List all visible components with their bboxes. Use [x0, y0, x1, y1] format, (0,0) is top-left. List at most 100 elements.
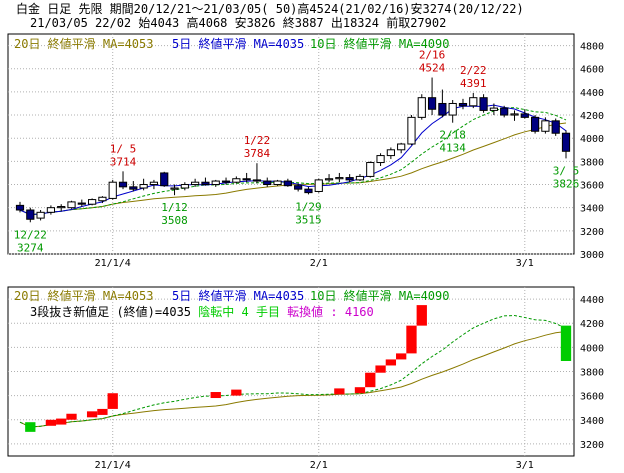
line-break-brick	[97, 408, 108, 415]
annotation-value: 3515	[295, 213, 322, 226]
candle-body	[458, 102, 468, 107]
annotation-date: 3/ 5	[553, 164, 580, 177]
line-break-brick	[66, 413, 77, 420]
candle-body	[520, 113, 529, 118]
upper-ytick-label: 4000	[580, 134, 604, 145]
candle-body	[263, 180, 272, 186]
line-break-brick	[107, 393, 118, 409]
annotation-value: 3784	[244, 147, 271, 160]
candle-body	[479, 97, 488, 111]
candle-body	[541, 120, 550, 132]
candle-body	[191, 181, 200, 186]
candle-body	[149, 181, 159, 186]
candle-body	[98, 196, 107, 202]
candle-body	[510, 113, 519, 116]
lower-xtick-label: 3/1	[516, 460, 534, 471]
lower-ytick-label: 4000	[580, 343, 604, 354]
candle-body	[139, 184, 148, 189]
upper-ytick-label: 3200	[580, 227, 604, 238]
annotation-date: 12/22	[14, 228, 47, 241]
candle-body	[180, 184, 189, 189]
chart-header-line1: 白金 日足 先限 期間20/12/21～21/03/05( 50)高4524(2…	[16, 1, 524, 16]
candle-body	[335, 177, 344, 180]
candle-body	[397, 143, 406, 151]
candle-body	[273, 180, 282, 186]
candle-body	[57, 206, 66, 209]
lower-ytick-label: 3200	[580, 440, 604, 451]
annotation-value: 4391	[460, 77, 487, 90]
annotation-date: 1/12	[161, 201, 188, 214]
lower-ytick-label: 4200	[580, 319, 604, 330]
lower-legend-entry: 5日 終値平滑 MA=4035	[172, 288, 304, 303]
line-break-brick	[334, 388, 345, 395]
line-break-brick	[406, 325, 417, 354]
annotation-date: 1/ 5	[110, 142, 137, 155]
annotation-date: 2/16	[419, 49, 446, 62]
candle-body	[469, 97, 478, 107]
line-break-brick	[365, 372, 376, 388]
line-break-brick	[45, 419, 57, 426]
line-break-brick	[354, 387, 366, 394]
upper-legend-entry: 10日 終値平滑 MA=4090	[310, 36, 449, 51]
candle-body	[118, 181, 128, 188]
annotation-date: 2/22	[460, 64, 487, 77]
upper-xtick-label: 3/1	[516, 258, 534, 269]
line-break-info-state: 陰転中	[198, 304, 234, 319]
upper-ytick-label: 4200	[580, 111, 604, 122]
line-break-brick	[210, 392, 221, 399]
line-break-info-prefix: 3段抜き新値足 (終値)=4035	[30, 304, 198, 319]
ma10-line	[19, 107, 567, 216]
candle-body	[67, 201, 76, 209]
lower-ytick-label: 3600	[580, 392, 604, 403]
candle-body	[108, 181, 117, 199]
candle-body	[427, 97, 437, 110]
lower-ytick-label: 3400	[580, 416, 604, 427]
candle-body	[448, 102, 457, 116]
lower-xtick-label: 2/1	[310, 460, 328, 471]
candle-body	[77, 202, 86, 205]
line-break-info-steps: 4 手目	[234, 305, 287, 319]
annotation-date: 1/22	[244, 134, 271, 147]
upper-ytick-label: 3000	[580, 250, 604, 261]
candle-body	[221, 180, 231, 183]
candle-body	[314, 179, 323, 192]
line-break-info: 3段抜き新値足 (終値)=4035 陰転中 4 手目 転換値 : 4160	[30, 304, 374, 319]
line-break-brick	[385, 359, 397, 366]
candle-body	[15, 204, 25, 211]
upper-ytick-label: 4400	[580, 88, 604, 99]
candle-body	[561, 132, 571, 152]
line-break-info-reversal: 転換値 : 4160	[287, 304, 374, 319]
upper-legend-entry: 5日 終値平滑 MA=4035	[172, 36, 304, 51]
candle-body	[551, 120, 560, 134]
lower-legend-entry: 10日 終値平滑 MA=4090	[310, 288, 449, 303]
annotation-date: 2/18	[439, 129, 466, 142]
candle-body	[129, 186, 138, 190]
annotation-value: 3714	[110, 155, 137, 168]
candle-body	[489, 107, 498, 111]
candle-body	[232, 178, 241, 183]
candle-body	[252, 179, 262, 182]
line-break-brick	[375, 365, 386, 373]
chart-header-line2: 21/03/05 22/02 始4043 高4068 安3826 終3887 出…	[30, 15, 446, 30]
candle-body	[304, 188, 313, 194]
candle-body	[324, 178, 334, 181]
upper-xtick-label: 2/1	[310, 258, 328, 269]
line-break-brick	[560, 325, 572, 361]
line-break-brick	[416, 305, 427, 326]
candle-body	[211, 180, 220, 186]
upper-xtick-label: 21/1/4	[95, 258, 131, 269]
candle-body	[345, 177, 354, 181]
line-break-brick	[231, 389, 242, 396]
upper-ytick-label: 3800	[580, 157, 604, 168]
candle-body	[88, 199, 97, 205]
line-break-brick	[56, 418, 67, 425]
annotation-value: 3274	[17, 241, 44, 254]
upper-ytick-label: 4600	[580, 65, 604, 76]
lower-ytick-label: 4400	[580, 295, 604, 306]
candle-body	[417, 97, 426, 118]
candle-body	[201, 181, 210, 186]
upper-ytick-label: 3600	[580, 181, 604, 192]
candle-body	[386, 149, 395, 157]
upper-ytick-label: 3400	[580, 204, 604, 215]
